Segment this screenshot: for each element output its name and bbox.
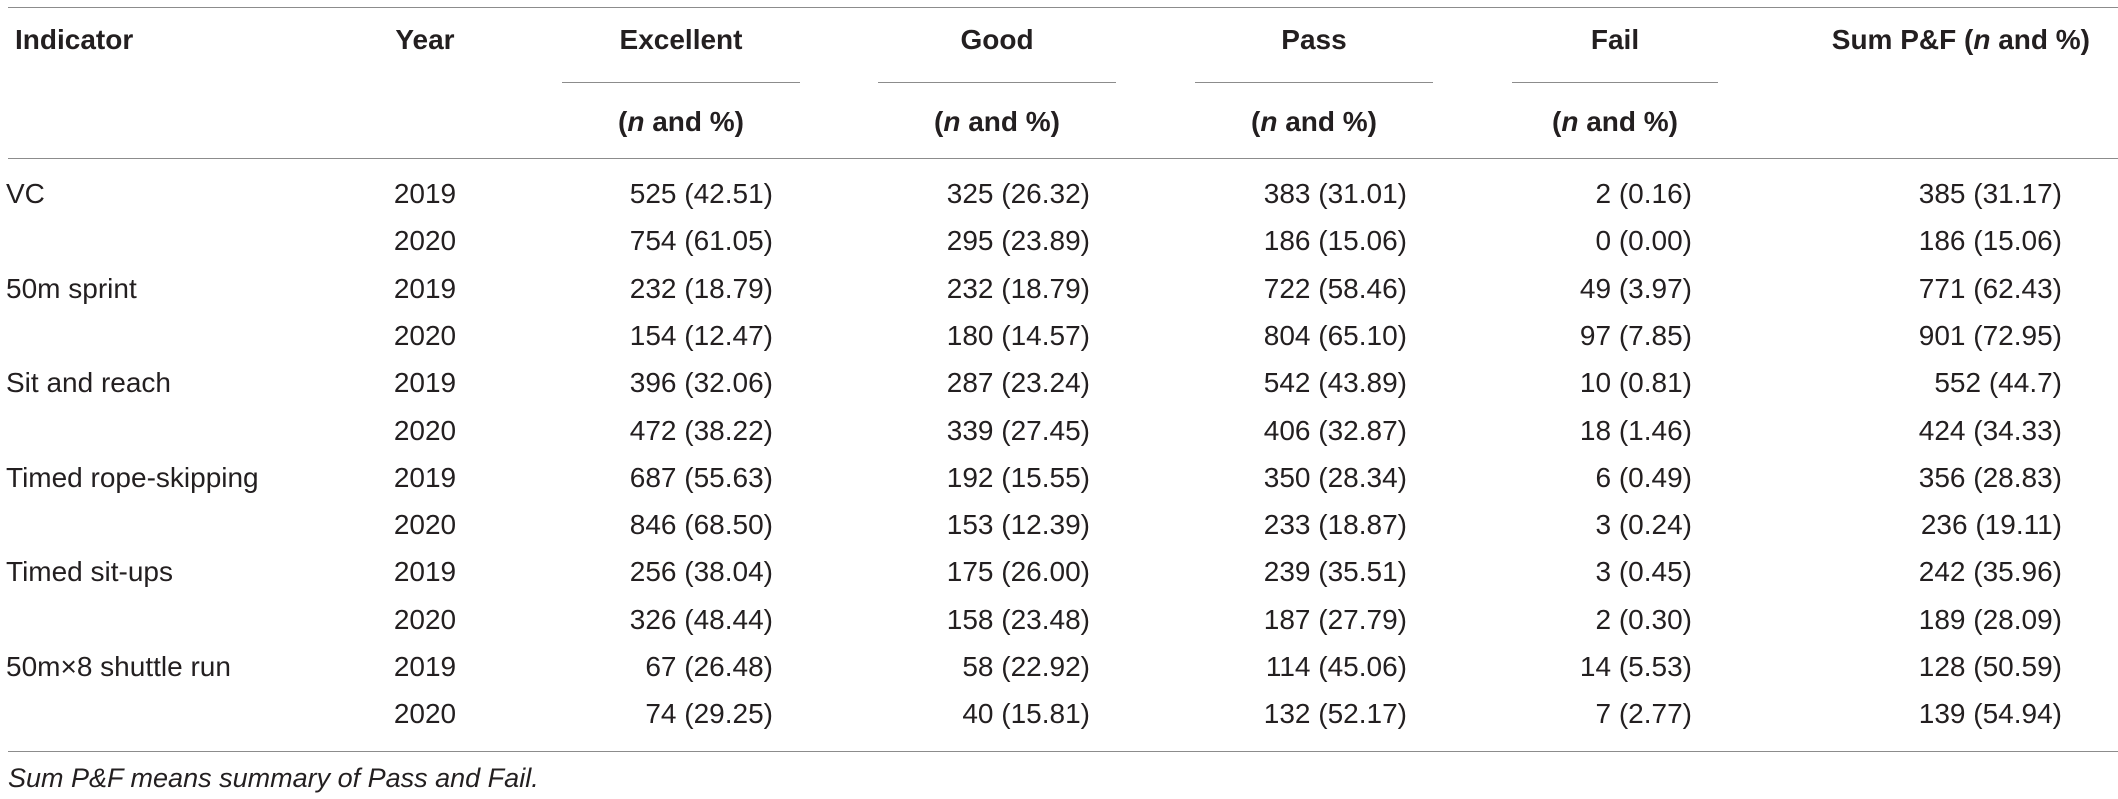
- cell-fail: 14 (5.53): [1579, 651, 1692, 682]
- cell-pass: 186 (15.06): [1263, 225, 1407, 256]
- cell-good: 158 (23.48): [946, 604, 1090, 635]
- cell-fail: 3 (0.24): [1595, 509, 1693, 540]
- cell-good: 180 (14.57): [946, 320, 1090, 351]
- subheader-pass: (n and %): [1251, 106, 1377, 137]
- cell-excellent: 687 (55.63): [629, 462, 773, 493]
- cell-sum-pf: 901 (72.95): [1918, 320, 2062, 351]
- cell-fail: 18 (1.46): [1579, 415, 1692, 446]
- subheader-good: (n and %): [934, 106, 1060, 137]
- cell-good: 295 (23.89): [946, 225, 1090, 256]
- cell-good: 40 (15.81): [962, 698, 1090, 729]
- subheader-excellent: (n and %): [618, 106, 744, 137]
- cell-sum-pf: 186 (15.06): [1918, 225, 2062, 256]
- cell-pass: 350 (28.34): [1263, 462, 1407, 493]
- cell-good: 58 (22.92): [962, 651, 1090, 682]
- cell-year: 2019: [393, 178, 457, 209]
- cell-pass: 132 (52.17): [1263, 698, 1407, 729]
- cell-good: 232 (18.79): [946, 273, 1090, 304]
- cell-excellent: 754 (61.05): [629, 225, 773, 256]
- cell-indicator: 50m×8 shuttle run: [6, 651, 231, 682]
- pass-header-rule: [1195, 82, 1433, 83]
- cell-sum-pf: 771 (62.43): [1918, 273, 2062, 304]
- cell-pass: 722 (58.46): [1263, 273, 1407, 304]
- cell-indicator: 50m sprint: [6, 273, 137, 304]
- cell-year: 2019: [393, 273, 457, 304]
- cell-year: 2020: [393, 415, 457, 446]
- cell-indicator: VC: [6, 178, 45, 209]
- cell-fail: 3 (0.45): [1595, 556, 1693, 587]
- excellent-header-rule: [562, 82, 800, 83]
- cell-indicator: Timed rope-skipping: [6, 462, 259, 493]
- header-good: Good: [960, 24, 1034, 55]
- cell-year: 2020: [393, 509, 457, 540]
- cell-excellent: 256 (38.04): [629, 556, 773, 587]
- cell-excellent: 232 (18.79): [629, 273, 773, 304]
- cell-fail: 2 (0.16): [1595, 178, 1693, 209]
- cell-indicator: Sit and reach: [6, 367, 171, 398]
- cell-pass: 114 (45.06): [1265, 651, 1407, 682]
- cell-good: 325 (26.32): [946, 178, 1090, 209]
- cell-year: 2020: [393, 604, 457, 635]
- cell-excellent: 472 (38.22): [629, 415, 773, 446]
- cell-excellent: 525 (42.51): [629, 178, 773, 209]
- cell-sum-pf: 236 (19.11): [1920, 509, 2062, 540]
- cell-fail: 7 (2.77): [1595, 698, 1693, 729]
- cell-fail: 6 (0.49): [1595, 462, 1693, 493]
- cell-sum-pf: 552 (44.7): [1934, 367, 2062, 398]
- cell-sum-pf: 242 (35.96): [1918, 556, 2062, 587]
- cell-good: 339 (27.45): [946, 415, 1090, 446]
- cell-sum-pf: 128 (50.59): [1918, 651, 2062, 682]
- cell-indicator: Timed sit-ups: [6, 556, 174, 587]
- header-sum-pf: Sum P&F (n and %): [1831, 24, 2090, 55]
- cell-pass: 239 (35.51): [1263, 556, 1407, 587]
- header-indicator: Indicator: [15, 24, 134, 55]
- cell-pass: 804 (65.10): [1263, 320, 1407, 351]
- cell-good: 175 (26.00): [946, 556, 1090, 587]
- cell-excellent: 326 (48.44): [629, 604, 773, 635]
- header-excellent: Excellent: [619, 24, 743, 55]
- cell-sum-pf: 424 (34.33): [1918, 415, 2062, 446]
- cell-fail: 10 (0.81): [1579, 367, 1692, 398]
- cell-excellent: 846 (68.50): [629, 509, 773, 540]
- cell-year: 2019: [393, 651, 457, 682]
- header-year: Year: [395, 24, 455, 55]
- cell-excellent: 154 (12.47): [629, 320, 773, 351]
- cell-sum-pf: 139 (54.94): [1918, 698, 2062, 729]
- cell-year: 2019: [393, 462, 457, 493]
- good-header-rule: [878, 82, 1116, 83]
- cell-sum-pf: 356 (28.83): [1918, 462, 2062, 493]
- cell-pass: 383 (31.01): [1263, 178, 1407, 209]
- subheader-fail: (n and %): [1552, 106, 1678, 137]
- cell-fail: 0 (0.00): [1595, 225, 1693, 256]
- cell-year: 2020: [393, 225, 457, 256]
- header-fail: Fail: [1590, 24, 1640, 55]
- cell-sum-pf: 189 (28.09): [1918, 604, 2062, 635]
- cell-year: 2019: [393, 556, 457, 587]
- header-bottom-rule: [8, 158, 2118, 159]
- header-pass: Pass: [1281, 24, 1347, 55]
- cell-year: 2019: [393, 367, 457, 398]
- cell-year: 2020: [393, 698, 457, 729]
- fail-header-rule: [1512, 82, 1718, 83]
- cell-sum-pf: 385 (31.17): [1918, 178, 2062, 209]
- cell-excellent: 67 (26.48): [645, 651, 773, 682]
- cell-pass: 542 (43.89): [1263, 367, 1407, 398]
- cell-fail: 49 (3.97): [1579, 273, 1692, 304]
- bottom-rule: [8, 751, 2118, 752]
- cell-excellent: 396 (32.06): [629, 367, 773, 398]
- cell-pass: 187 (27.79): [1263, 604, 1407, 635]
- cell-fail: 2 (0.30): [1595, 604, 1693, 635]
- cell-pass: 406 (32.87): [1263, 415, 1407, 446]
- cell-good: 287 (23.24): [946, 367, 1090, 398]
- cell-good: 153 (12.39): [946, 509, 1090, 540]
- cell-good: 192 (15.55): [946, 462, 1090, 493]
- top-rule: [8, 7, 2118, 8]
- cell-excellent: 74 (29.25): [645, 698, 773, 729]
- table-footnote: Sum P&F means summary of Pass and Fail.: [8, 763, 539, 793]
- cell-fail: 97 (7.85): [1579, 320, 1692, 351]
- cell-pass: 233 (18.87): [1263, 509, 1407, 540]
- cell-year: 2020: [393, 320, 457, 351]
